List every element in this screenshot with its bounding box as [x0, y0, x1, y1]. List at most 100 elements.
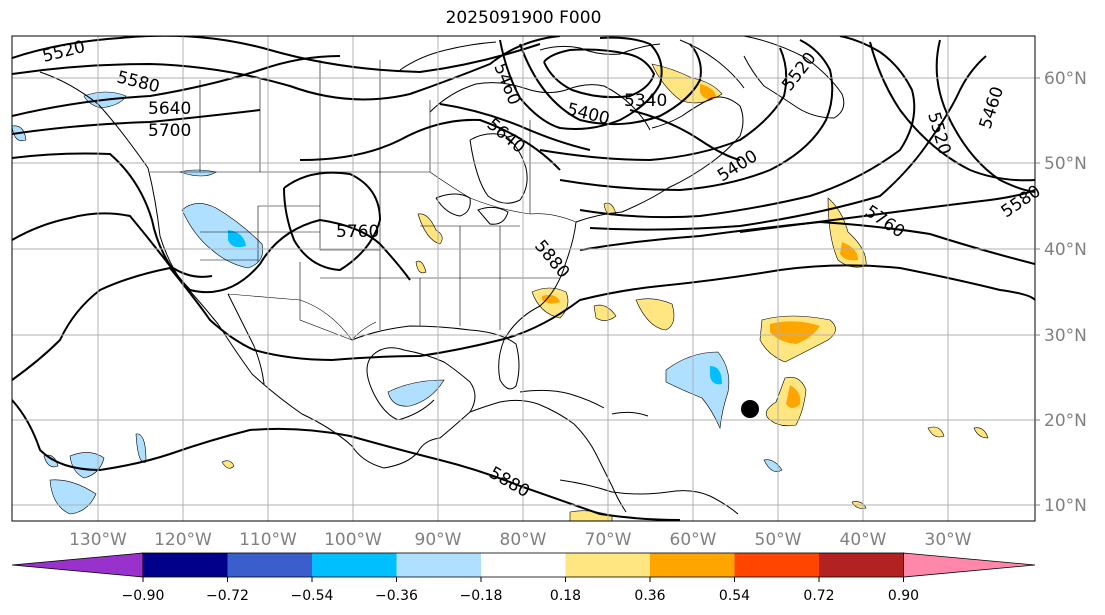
storm-marker: [741, 400, 759, 418]
contour-5400: [629, 109, 741, 161]
contour-5640-east: [589, 55, 987, 231]
lon-label-80w: 80°W: [500, 530, 547, 550]
colorbar-tick-label: 0.54: [719, 588, 750, 604]
height-contours: [12, 36, 1035, 521]
central-america-coast: [469, 399, 627, 513]
colorbar-tick-label: −0.90: [122, 588, 165, 604]
lon-label-70w: 70°W: [585, 530, 632, 550]
lat-label-40n: 40°N: [1044, 240, 1087, 260]
positive-anomaly-area: [593, 304, 617, 321]
negative-anomaly-area: [43, 454, 59, 468]
contour-5640: [12, 55, 591, 151]
colorbar-tick-label: 0.90: [888, 588, 919, 604]
contour-label: 5340: [624, 91, 667, 111]
canada-provinces: [199, 60, 531, 214]
positive-anomaly-core: [786, 385, 801, 408]
great-lakes: [435, 193, 509, 225]
map-frame: [11, 35, 1036, 522]
negative-anomaly-area: [181, 203, 263, 269]
colorbar-segment: [650, 553, 735, 577]
us-canada-border: [150, 171, 577, 223]
lon-label-90w: 90°W: [415, 530, 462, 550]
contour-5460-east: [935, 39, 1035, 193]
colorbar-ticks: [142, 577, 904, 582]
negative-anomaly-area: [135, 433, 147, 463]
colorbar-tick-label: 0.36: [634, 588, 665, 604]
colorbar-tick-label: −0.72: [206, 588, 249, 604]
lat-label-20n: 20°N: [1044, 411, 1087, 431]
lon-label-130w: 130°W: [69, 530, 127, 550]
lon-label-60w: 60°W: [670, 530, 717, 550]
south-america-coast: [559, 479, 739, 515]
axis-ticks: [1035, 77, 1040, 506]
lat-label-10n: 10°N: [1044, 496, 1087, 516]
contour-5700: [12, 109, 561, 171]
colorbar-segment: [565, 553, 650, 577]
negative-anomaly-core: [228, 230, 246, 248]
positive-anomaly-area: [415, 260, 427, 274]
colorbar-segment: [396, 553, 481, 577]
lat-label-30n: 30°N: [1044, 326, 1087, 346]
hispaniola-coast: [611, 411, 649, 417]
positive-anomaly-area: [417, 213, 443, 245]
positive-anomaly-core: [770, 321, 820, 344]
lon-label-110w: 110°W: [239, 530, 297, 550]
contour-5400-low: [543, 48, 656, 99]
contour-5520: [12, 36, 541, 74]
colorbar-tick-label: −0.54: [291, 588, 334, 604]
lon-label-100w: 100°W: [324, 530, 382, 550]
colorbar-segment: [481, 553, 566, 577]
map-title: 2025091900 F000: [445, 8, 602, 28]
contour-label: 5760: [336, 222, 379, 242]
coastlines: [39, 36, 845, 515]
contour-5580-east: [579, 36, 916, 219]
lat-label-60n: 60°N: [1044, 69, 1087, 89]
positive-anomaly-core: [840, 242, 858, 261]
colorbar-segment: [734, 553, 819, 577]
political-boundaries: [150, 60, 577, 341]
anomaly-shading: [12, 63, 989, 521]
negative-anomaly-area: [69, 452, 105, 479]
contour-5700-east: [739, 189, 1035, 233]
contour-5880-south: [12, 399, 681, 521]
contour-label: 5640: [148, 99, 191, 119]
atlantic-coast: [575, 96, 744, 223]
contour-5580: [12, 36, 561, 101]
greenland-coast: [743, 36, 845, 119]
contour-5520-east: [559, 39, 834, 192]
positive-anomaly-area: [635, 298, 675, 331]
positive-anomaly-core: [542, 294, 560, 304]
positive-anomaly-area: [221, 460, 235, 469]
contour-labels: 5520 5580 5640 5700 5760 5460 5400 5340 …: [40, 37, 1044, 502]
negative-anomaly-area: [387, 379, 445, 407]
lon-label-30w: 30°W: [925, 530, 972, 550]
baja-coast: [227, 293, 265, 385]
colorbar-segment: [312, 553, 397, 577]
colorbar-extend-high: [903, 552, 1036, 578]
colorbar-tick-label: 0.18: [550, 588, 581, 604]
positive-anomaly-core: [700, 84, 716, 100]
hudson-bay-coast: [429, 82, 651, 204]
positive-anomaly-area: [973, 427, 989, 439]
lon-label-50w: 50°W: [755, 530, 802, 550]
positive-anomaly-area: [927, 426, 945, 438]
negative-anomaly-core: [710, 366, 722, 385]
colorbar: −0.90 −0.72 −0.54 −0.36 −0.18 0.18 0.36 …: [11, 552, 1036, 604]
contour-label: 5700: [148, 121, 191, 141]
colorbar-segment: [143, 553, 228, 577]
lon-label-120w: 120°W: [154, 530, 212, 550]
contour-5460-low: [499, 36, 663, 130]
colorbar-segment: [819, 553, 904, 577]
colorbar-tick-label: −0.36: [375, 588, 418, 604]
contour-5880: [12, 264, 1035, 381]
gulf-coast: [351, 221, 577, 421]
latitude-labels: 10°N 20°N 30°N 40°N 50°N 60°N: [1044, 69, 1087, 516]
lat-label-50n: 50°N: [1044, 154, 1087, 174]
contour-5820: [12, 171, 382, 278]
graticule: [12, 36, 1035, 521]
colorbar-extend-low: [11, 552, 144, 578]
colorbar-segment: [227, 553, 312, 577]
north-america-coast: [39, 71, 476, 469]
cuba-coast: [519, 389, 605, 409]
